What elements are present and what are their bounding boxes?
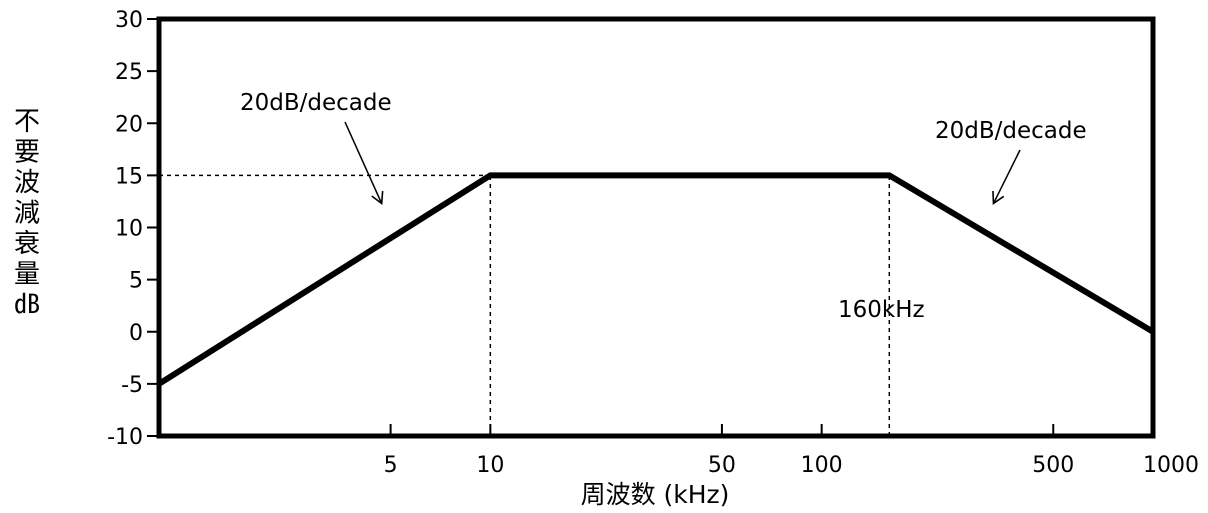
x-axis-label: 周波数 (kHz): [581, 480, 730, 509]
annotations: 20dB/decade 20dB/decade 160kHz: [240, 90, 1087, 323]
annotation-corner: 160kHz: [838, 297, 925, 323]
y-tick-label: 25: [115, 60, 143, 85]
y-tick-label: 0: [129, 321, 143, 346]
y-tick-label: 5: [129, 269, 143, 294]
y-tick-label: 10: [115, 217, 143, 242]
annotation-right-slope: 20dB/decade: [935, 118, 1087, 144]
x-tick-label: 5: [384, 453, 398, 478]
y-tick-label: 20: [115, 112, 143, 137]
y-tick-label: -5: [121, 373, 143, 398]
y-axis-ticks: -10 -5 0 5 10 15 20 25 30: [107, 8, 159, 450]
annotation-arrow: [992, 149, 1021, 206]
x-tick-label: 10: [476, 453, 504, 478]
annotation-left-slope: 20dB/decade: [240, 90, 392, 116]
y-axis-label-char: ㏈: [14, 290, 40, 320]
y-axis-label-char: 減: [14, 199, 40, 229]
series-line: [157, 172, 1155, 387]
y-tick-label: 15: [115, 164, 143, 189]
y-axis-label-char: 波: [14, 168, 40, 198]
y-axis-label-char: 不: [14, 107, 40, 137]
x-tick-label: 100: [801, 453, 843, 478]
x-tick-label: 500: [1032, 453, 1074, 478]
y-tick-label: -10: [107, 425, 143, 450]
x-tick-label: 1000: [1143, 453, 1199, 478]
series-group: [157, 172, 1155, 387]
x-tick-label: 50: [708, 453, 736, 478]
y-axis-label-char: 衰: [14, 229, 40, 259]
y-axis-label-char: 要: [14, 138, 40, 168]
y-axis-label-char: 量: [14, 260, 40, 290]
y-tick-label: 30: [115, 8, 143, 33]
plot-frame: [156, 16, 1156, 439]
x-axis-ticks: 5 10 50 100 500 1000: [384, 424, 1199, 478]
annotation-arrow: [344, 121, 384, 206]
reference-lines: [159, 174, 891, 436]
